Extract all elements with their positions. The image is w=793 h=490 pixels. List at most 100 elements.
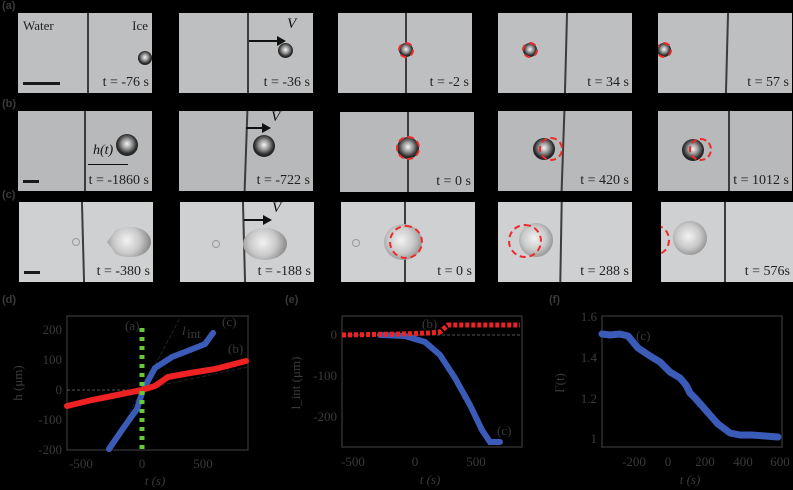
svg-text:1.6: 1.6 bbox=[581, 309, 598, 324]
small-bubble bbox=[72, 238, 80, 246]
svg-text:int: int bbox=[187, 326, 201, 341]
time-label: t = 34 s bbox=[587, 75, 629, 90]
photo-c-3: t = 0 s bbox=[341, 202, 475, 282]
dashed-ring bbox=[658, 42, 672, 58]
photo-a-2: V t = -36 s bbox=[179, 13, 313, 93]
svg-text:600: 600 bbox=[770, 454, 790, 469]
svg-text:0: 0 bbox=[412, 454, 419, 469]
svg-text:1: 1 bbox=[591, 431, 598, 446]
photo-c-2: V t = -188 s bbox=[180, 202, 314, 282]
svg-text:-500: -500 bbox=[69, 456, 93, 471]
distance-arrow-icon bbox=[88, 164, 128, 165]
small-bubble bbox=[212, 240, 220, 248]
time-label: t = 57 s bbox=[747, 75, 789, 90]
photo-b-1: h(t) t = -1860 s bbox=[18, 111, 152, 191]
svg-text:500: 500 bbox=[193, 456, 213, 471]
particle bbox=[278, 43, 293, 58]
svg-text:0: 0 bbox=[56, 382, 63, 397]
photo-a-3: t = -2 s bbox=[338, 13, 472, 93]
small-bubble bbox=[352, 239, 360, 247]
velocity-label: V bbox=[271, 111, 281, 125]
velocity-arrow-icon bbox=[244, 215, 272, 225]
chart-f-xlabel: t (s) bbox=[680, 472, 701, 487]
droplet bbox=[243, 228, 287, 260]
svg-text:-200: -200 bbox=[313, 409, 337, 424]
series-c-line bbox=[106, 330, 216, 452]
chart-e-plot: (b) (c) 0 -100 -200 -500 0 500 t (s) l_i… bbox=[288, 315, 523, 487]
dashed-ring bbox=[389, 225, 423, 259]
dashed-ring bbox=[398, 42, 414, 58]
velocity-arrow-icon bbox=[249, 36, 286, 46]
ice-label: Ice bbox=[132, 18, 148, 33]
time-label: t = 1012 s bbox=[733, 173, 789, 188]
row-label-b: (b) bbox=[2, 98, 17, 110]
photo-a-4: t = 34 s bbox=[498, 13, 632, 93]
time-label: t = 0 s bbox=[437, 264, 472, 279]
chart-label-f: (f) bbox=[549, 294, 560, 306]
photo-b-4: t = 420 s bbox=[498, 111, 632, 191]
dashed-ring bbox=[539, 137, 563, 161]
scale-bar bbox=[24, 271, 40, 274]
time-label: t = -2 s bbox=[429, 75, 469, 90]
series-c-scatter bbox=[598, 330, 782, 441]
time-label: t = -722 s bbox=[256, 173, 310, 188]
series-b-line bbox=[64, 358, 249, 409]
series-b-line bbox=[341, 322, 520, 338]
svg-text:-200: -200 bbox=[38, 442, 62, 457]
distance-label: h(t) bbox=[93, 143, 114, 158]
svg-text:0: 0 bbox=[331, 327, 338, 342]
svg-text:-200: -200 bbox=[622, 454, 646, 469]
velocity-arrow-icon bbox=[246, 123, 271, 133]
series-c-line bbox=[377, 332, 503, 445]
svg-text:-100: -100 bbox=[313, 368, 337, 383]
svg-text:(c): (c) bbox=[497, 423, 511, 438]
svg-text:-500: -500 bbox=[341, 454, 365, 469]
dashed-ring bbox=[508, 224, 542, 258]
time-label: t = 576s bbox=[744, 264, 790, 279]
chart-d-ylabel: h (μm) bbox=[10, 365, 25, 401]
droplet bbox=[673, 221, 707, 255]
scale-bar bbox=[23, 82, 60, 85]
time-label: t = -76 s bbox=[102, 75, 149, 90]
chart-d-xlabel: t (s) bbox=[145, 473, 166, 488]
velocity-label: V bbox=[272, 202, 282, 216]
dashed-ring bbox=[689, 138, 712, 161]
freezing-front bbox=[728, 111, 730, 191]
svg-text:(c): (c) bbox=[636, 328, 650, 343]
svg-text:200: 200 bbox=[43, 322, 63, 337]
chart-e-ylabel: l_int (μm) bbox=[288, 357, 303, 410]
time-label: t = -1860 s bbox=[88, 173, 149, 188]
droplet bbox=[107, 227, 151, 257]
chart-label-d: (d) bbox=[2, 294, 17, 306]
svg-text:500: 500 bbox=[466, 454, 486, 469]
svg-text:(b): (b) bbox=[228, 341, 243, 356]
photo-a-1: Water Ice t = -76 s bbox=[18, 13, 152, 93]
freezing-front bbox=[247, 13, 249, 93]
water-label: Water bbox=[23, 18, 54, 33]
freezing-front bbox=[87, 13, 89, 93]
photo-c-5: t = 576s bbox=[661, 202, 793, 282]
time-label: t = 288 s bbox=[580, 264, 629, 279]
freezing-front bbox=[724, 202, 726, 282]
photo-b-3: t = 0 s bbox=[340, 112, 474, 192]
dashed-ring bbox=[522, 42, 538, 58]
photo-a-5: t = 57 s bbox=[658, 13, 792, 93]
svg-text:1.2: 1.2 bbox=[581, 391, 597, 406]
svg-text:200: 200 bbox=[695, 454, 715, 469]
row-label-a: (a) bbox=[2, 0, 16, 12]
time-label: t = 0 s bbox=[436, 174, 471, 189]
photo-b-2: V t = -722 s bbox=[179, 111, 313, 191]
photo-c-1: t = -380 s bbox=[19, 202, 153, 282]
chart-e-xlabel: t (s) bbox=[420, 472, 441, 487]
svg-text:400: 400 bbox=[733, 454, 753, 469]
dashed-ring bbox=[396, 136, 420, 160]
svg-text:0: 0 bbox=[665, 454, 672, 469]
chart-f-plot: (c) 1.6 1.4 1.2 1 -200 0 200 400 600 t (… bbox=[552, 309, 790, 487]
time-label: t = -188 s bbox=[257, 264, 311, 279]
particle bbox=[253, 135, 275, 157]
velocity-label: V bbox=[287, 16, 297, 32]
svg-text:0: 0 bbox=[139, 456, 146, 471]
time-label: t = -36 s bbox=[263, 75, 310, 90]
chart-f-ylabel: Γ(t) bbox=[552, 373, 567, 393]
svg-text:100: 100 bbox=[43, 352, 63, 367]
